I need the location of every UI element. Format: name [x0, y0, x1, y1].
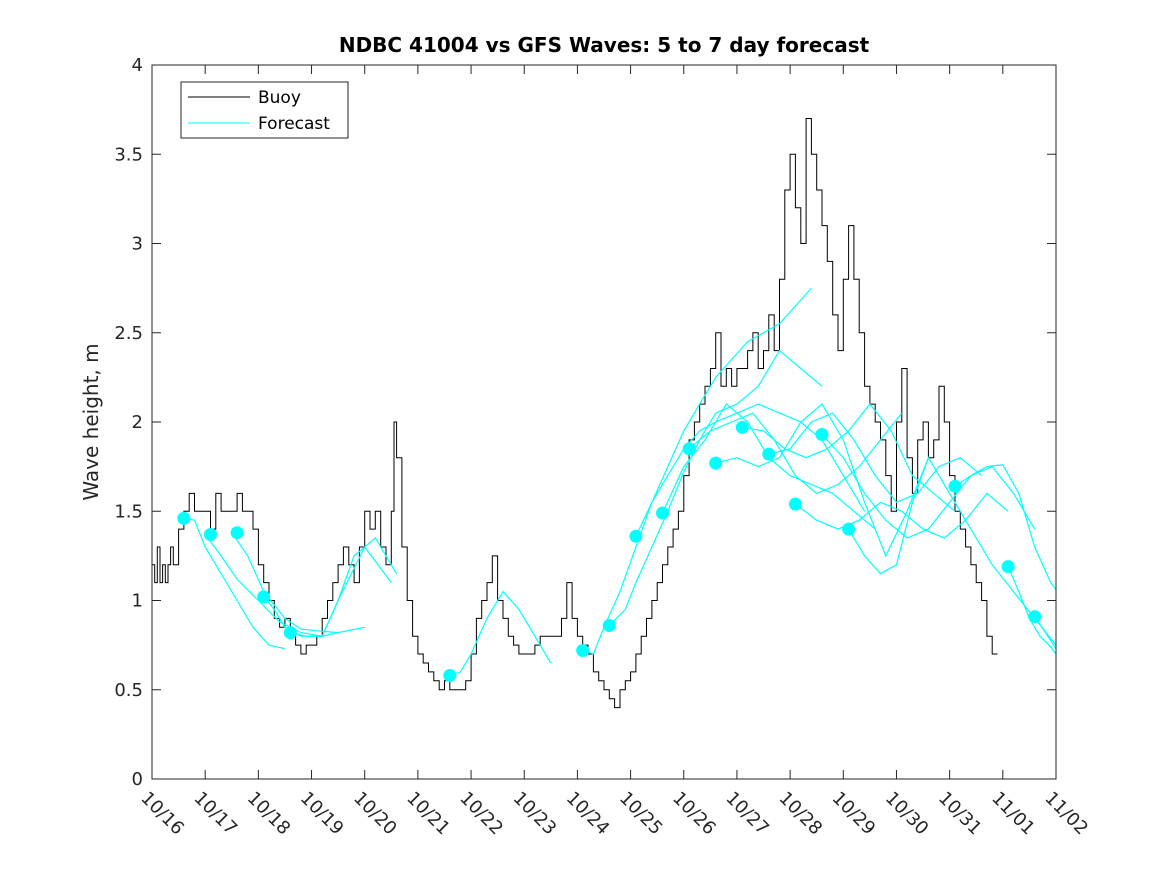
plot-area — [152, 118, 1057, 709]
forecast-series-line — [582, 287, 812, 655]
y-tick-label: 2 — [132, 412, 143, 433]
y-tick-label: 0 — [132, 769, 143, 790]
forecast-marker — [1001, 560, 1015, 574]
forecast-series-line — [290, 537, 398, 637]
x-tick-label: 10/19 — [296, 788, 348, 840]
x-tick-label: 10/26 — [668, 788, 720, 840]
y-tick-label: 3.5 — [114, 144, 143, 165]
y-tick-label: 1.5 — [114, 501, 143, 522]
x-tick-label: 10/20 — [349, 788, 401, 840]
chart-title: NDBC 41004 vs GFS Waves: 5 to 7 day fore… — [339, 33, 870, 57]
x-tick-label: 10/31 — [934, 788, 986, 840]
forecast-series-line — [688, 412, 903, 495]
legend-box — [180, 81, 349, 139]
forecast-series-line — [821, 434, 1036, 539]
forecast-marker — [762, 447, 776, 461]
x-tick-label: 10/28 — [775, 788, 827, 840]
forecast-marker — [815, 428, 829, 441]
forecast-marker — [443, 669, 457, 682]
forecast-series-line — [231, 532, 365, 634]
forecast-marker — [682, 442, 696, 456]
forecast-series-line — [183, 517, 286, 650]
x-tick-label: 10/17 — [190, 788, 242, 840]
x-tick-label: 10/16 — [136, 788, 188, 840]
forecast-marker — [842, 522, 856, 536]
axes-box — [151, 64, 1057, 780]
x-tick-label: 10/24 — [562, 788, 614, 840]
x-tick-label: 10/23 — [509, 788, 561, 840]
y-axis-label: Wave height, m — [79, 343, 103, 500]
y-tick-label: 4 — [132, 55, 143, 76]
x-tick-label: 10/25 — [615, 788, 667, 840]
buoy-series-line — [152, 118, 998, 709]
forecast-series-line — [635, 403, 866, 537]
forecast-series-line — [449, 590, 552, 677]
y-tick-label: 3 — [132, 234, 143, 255]
forecast-marker — [735, 420, 749, 434]
forecast-marker — [656, 506, 669, 520]
forecast-marker — [177, 511, 191, 525]
forecast-series-line — [795, 492, 1009, 539]
y-tick-label: 2.5 — [114, 323, 143, 344]
y-tick-label: 1 — [132, 591, 143, 612]
forecast-marker — [576, 644, 590, 657]
forecast-series-line — [715, 403, 929, 558]
forecast-marker — [709, 456, 723, 470]
forecast-marker — [629, 529, 643, 543]
forecast-series-line — [1007, 566, 1057, 655]
forecast-series-line — [768, 412, 982, 504]
forecast-marker — [257, 590, 271, 604]
forecast-marker — [283, 626, 297, 640]
forecast-marker — [602, 619, 616, 632]
forecast-series-line — [263, 545, 392, 637]
x-tick-label: 10/29 — [828, 788, 880, 840]
legend-label-buoy: Buoy — [258, 88, 301, 108]
legend-label-forecast: Forecast — [258, 114, 330, 134]
forecast-marker — [1028, 610, 1042, 624]
x-tick-label: 10/30 — [881, 788, 933, 840]
x-tick-label: 10/22 — [456, 788, 508, 840]
x-tick-label: 10/27 — [721, 788, 773, 840]
forecast-marker — [204, 528, 217, 541]
x-tick-label: 11/02 — [1040, 788, 1092, 840]
forecast-series-line — [204, 534, 339, 637]
forecast-series-line — [954, 464, 1057, 591]
forecast-marker — [230, 526, 244, 540]
x-tick-label: 10/18 — [243, 788, 295, 840]
forecast-series-line — [608, 349, 823, 626]
forecast-series-line — [848, 456, 1057, 646]
x-tick-label: 10/21 — [402, 788, 454, 840]
x-tick-label: 11/01 — [987, 788, 1039, 840]
forecast-marker — [788, 497, 802, 511]
legend: Buoy Forecast — [180, 81, 349, 139]
y-tick-label: 0.5 — [114, 680, 143, 701]
forecast-marker — [948, 479, 962, 493]
